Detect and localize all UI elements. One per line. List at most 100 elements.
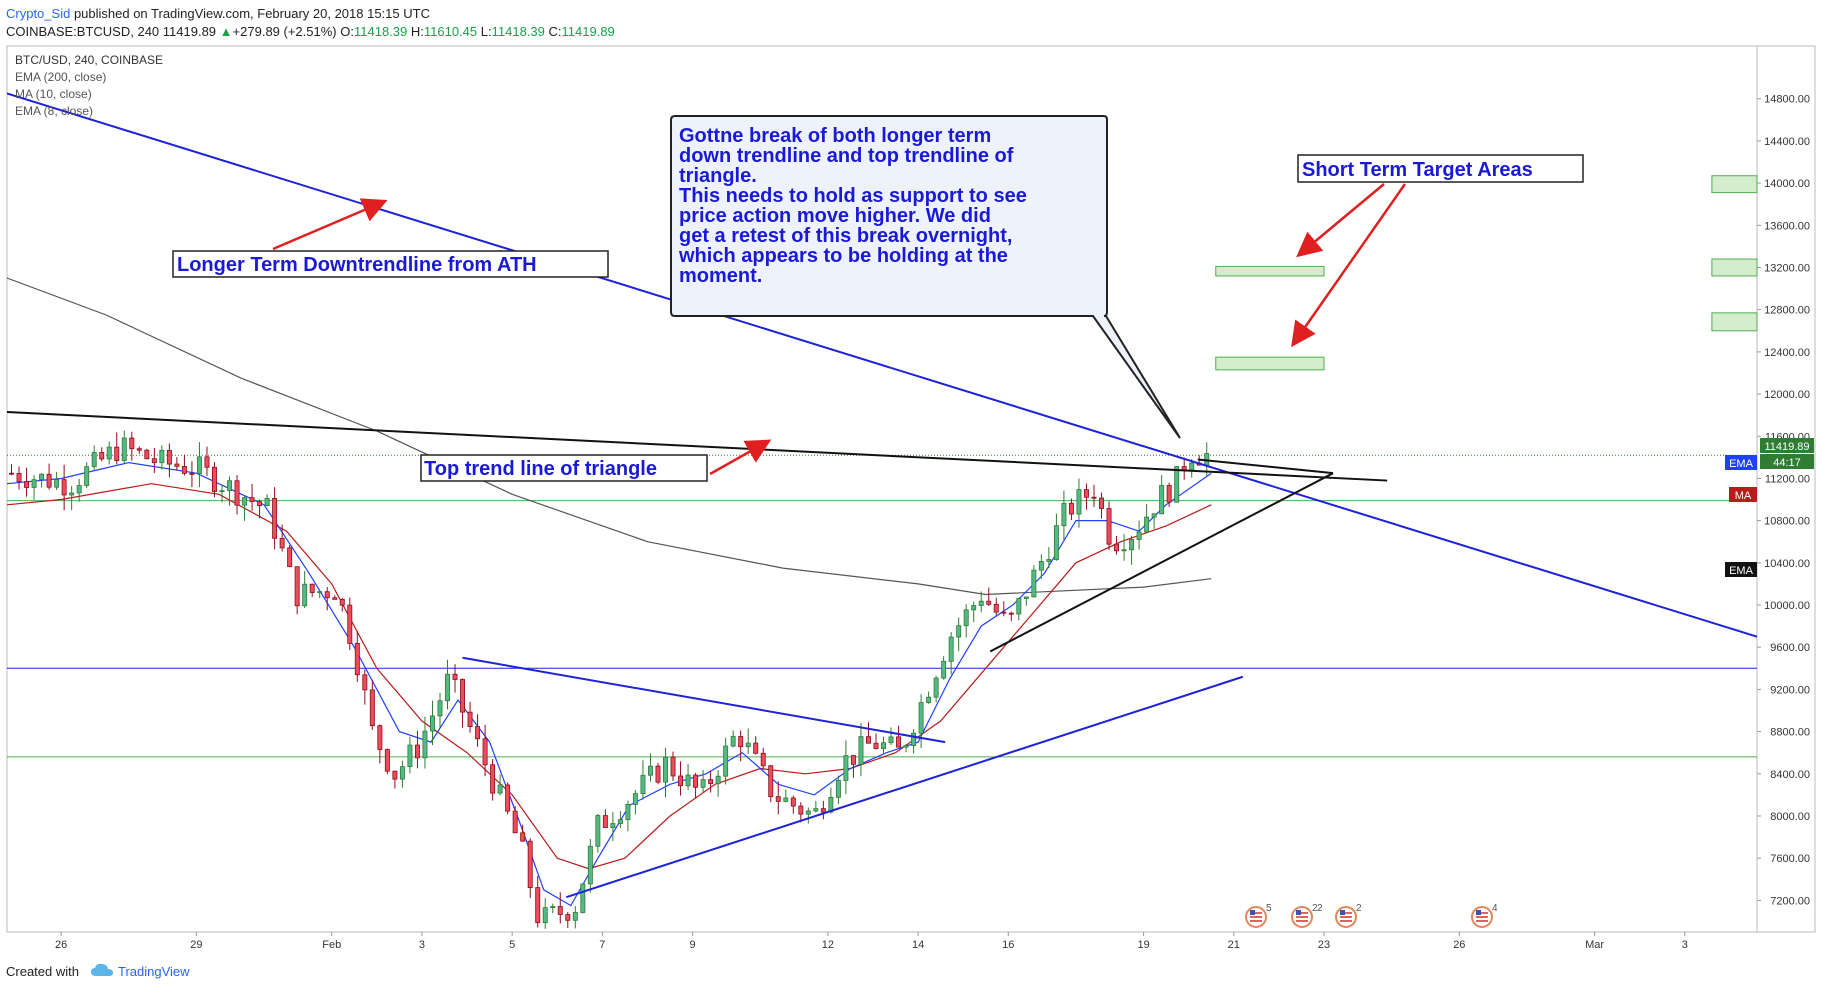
- candle-body: [1114, 543, 1120, 552]
- triangle-label-text: Top trend line of triangle: [424, 458, 657, 480]
- candle-body: [978, 600, 984, 606]
- candle-body: [399, 766, 405, 780]
- x-tick-label: 19: [1137, 939, 1149, 951]
- candle-body: [279, 537, 285, 549]
- candle-body: [219, 490, 225, 493]
- candle-body: [610, 823, 616, 828]
- candle-body: [730, 736, 736, 747]
- economic-event-markers[interactable]: 5 2 2 42: [1245, 903, 1498, 928]
- x-tick-label: 26: [1453, 939, 1465, 951]
- y-tick-label: 11200.00: [1765, 473, 1810, 485]
- candle-body: [527, 840, 533, 888]
- candle-body: [1001, 611, 1007, 614]
- candle-body: [850, 755, 856, 765]
- candle-body: [933, 677, 939, 698]
- candle-body: [775, 796, 781, 802]
- candle-body: [287, 547, 293, 568]
- candle-body: [557, 906, 563, 915]
- candle-body: [437, 700, 443, 717]
- time-axis[interactable]: 26 29 Feb 3 5 7 9 12 14 16 19 21 23 26 Mar 3: [55, 932, 1688, 951]
- candle-body: [309, 583, 315, 593]
- candle-body: [858, 736, 864, 765]
- callout-line: get a retest of this break overnight,: [679, 225, 1012, 247]
- candle-body: [324, 591, 330, 599]
- candle-body: [866, 736, 871, 744]
- author-link[interactable]: Crypto_Sid: [6, 6, 71, 21]
- tradingview-link[interactable]: TradingView: [118, 964, 190, 979]
- callout-line: Gottne break of both longer term: [679, 125, 991, 147]
- y-tick-label: 7600.00: [1770, 853, 1810, 865]
- high-label: H:: [410, 24, 424, 39]
- candle-body: [475, 726, 481, 740]
- x-tick-label: 12: [822, 939, 834, 951]
- candle-body: [136, 448, 142, 451]
- ohlc-line: COINBASE:BTCUSD, 240 11419.89 ▲+279.89 (…: [6, 24, 615, 39]
- y-tick-label: 9600.00: [1770, 642, 1810, 654]
- candle-body: [820, 808, 826, 813]
- us-flag-event-icon[interactable]: 5: [1245, 903, 1272, 928]
- candle-body: [369, 689, 375, 727]
- candle-body: [91, 452, 97, 468]
- triangle-arrow: [709, 439, 772, 476]
- candle-body: [783, 797, 789, 802]
- candle-body: [550, 906, 556, 909]
- falling-wedge-top-line: [462, 656, 946, 744]
- x-tick-label: 16: [1002, 939, 1014, 951]
- candle-body: [422, 730, 428, 759]
- candle-body: [9, 472, 14, 475]
- y-tick-label: 12000.00: [1764, 389, 1810, 401]
- triangle-label: Top trend line of triangle: [420, 454, 708, 482]
- callout-line: This needs to hold as support to see: [679, 185, 1027, 207]
- candle-body: [166, 449, 172, 465]
- ema200-line: [7, 277, 1212, 596]
- candle-body: [572, 912, 578, 921]
- trendlines: [7, 92, 1757, 899]
- candle-body: [460, 679, 466, 713]
- callout-line: which appears to be holding at the: [678, 245, 1008, 267]
- candle-body: [948, 636, 954, 662]
- candle-body: [520, 832, 526, 842]
- us-flag-event-icon[interactable]: 2: [1335, 903, 1362, 928]
- candle-body: [617, 819, 623, 824]
- candle-body: [1091, 496, 1097, 499]
- x-tick-label: 23: [1318, 939, 1330, 951]
- y-tick-label: 8400.00: [1770, 769, 1810, 781]
- candle-body: [332, 597, 338, 600]
- us-flag-event-icon[interactable]: 4: [1471, 903, 1498, 928]
- candle-body: [798, 805, 804, 815]
- candle-body: [685, 774, 691, 787]
- candle-body: [1121, 549, 1127, 552]
- open-value: 11418.39: [353, 24, 408, 39]
- candle-body: [640, 774, 646, 794]
- candle-body: [467, 711, 473, 727]
- candle-body: [1159, 485, 1165, 515]
- x-tick-label: 9: [690, 939, 696, 951]
- publish-footer: Created with TradingView: [0, 948, 1822, 989]
- candle-body: [918, 702, 924, 734]
- rising-support-line: [565, 675, 1244, 899]
- candle-body: [941, 660, 947, 679]
- y-tick-label: 10400.00: [1764, 558, 1810, 570]
- target-zone: [1711, 175, 1758, 194]
- candle-body: [54, 479, 60, 488]
- candle-body: [1023, 596, 1029, 599]
- ema8-tag-text: EMA: [1729, 458, 1754, 470]
- us-flag-event-icon[interactable]: 2: [1291, 903, 1318, 928]
- legend-ema200[interactable]: EMA (200, close): [15, 70, 106, 84]
- candle-body: [1061, 502, 1067, 527]
- candle-body: [392, 770, 398, 780]
- candle-body: [99, 452, 105, 460]
- callout-text: Gottne break of both longer term down tre…: [678, 125, 1027, 287]
- candle-body: [602, 815, 608, 828]
- candle-body: [1016, 598, 1022, 615]
- event-count: 2: [1356, 903, 1362, 914]
- candle-body: [227, 480, 232, 492]
- legend-ma10[interactable]: MA (10, close): [15, 87, 92, 101]
- y-tick-label: 7200.00: [1770, 895, 1810, 907]
- x-tick-label: 5: [509, 939, 515, 951]
- price-axis[interactable]: 7200.00 7600.00 8000.00 8400.00 8800.00 9200.…: [1757, 94, 1810, 908]
- candle-body: [1189, 462, 1195, 471]
- target-label-text: Short Term Target Areas: [1302, 159, 1533, 181]
- legend-ema8[interactable]: EMA (8, close): [15, 104, 93, 118]
